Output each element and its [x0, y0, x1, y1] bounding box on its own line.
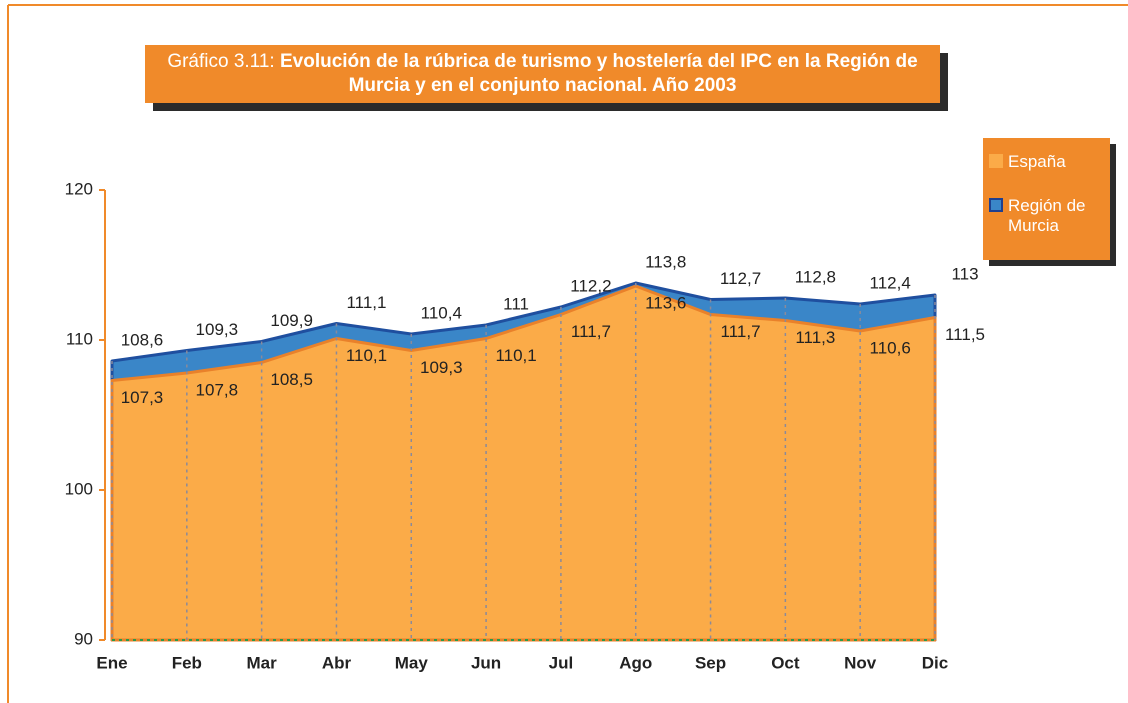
x-tick-label: Ene [96, 653, 127, 672]
data-label: 112,8 [795, 267, 836, 286]
legend-item: Región de Murcia [989, 196, 1104, 236]
data-label: 111,3 [795, 328, 835, 347]
data-label: 111,7 [721, 322, 761, 341]
legend: España Región de Murcia [983, 138, 1110, 260]
data-label: 108,5 [270, 370, 313, 389]
data-label: 112,4 [870, 273, 911, 292]
x-tick-label: Feb [172, 653, 202, 672]
legend-label: Región de Murcia [1008, 196, 1086, 235]
legend-swatch [989, 198, 1003, 212]
data-label: 109,3 [420, 358, 463, 377]
chart-title: Gráfico 3.11: Evolución de la rúbrica de… [145, 45, 940, 103]
data-label: 111 [503, 294, 529, 313]
data-label: 111,5 [945, 325, 985, 344]
legend-label: España [1008, 152, 1066, 171]
y-tick-label: 110 [66, 329, 93, 348]
data-label: 113,6 [645, 293, 686, 312]
x-tick-label: Sep [695, 653, 726, 672]
x-tick-label: Abr [322, 653, 352, 672]
x-tick-label: Jul [549, 653, 574, 672]
data-label: 109,9 [270, 311, 313, 330]
x-tick-label: Mar [247, 653, 278, 672]
data-label: 110,1 [495, 346, 536, 365]
data-label: 110,1 [346, 346, 387, 365]
data-label: 113 [951, 264, 978, 283]
x-tick-label: Oct [771, 653, 800, 672]
data-label: 112,7 [720, 269, 761, 288]
y-tick-label: 90 [74, 629, 93, 648]
y-tick-label: 120 [65, 179, 93, 198]
title-prefix: Gráfico 3.11: [167, 51, 275, 72]
data-label: 109,3 [196, 320, 239, 339]
data-label: 108,6 [121, 330, 164, 349]
title-text: Evolución de la rúbrica de turismo y hos… [279, 51, 918, 96]
x-tick-label: May [395, 653, 429, 672]
x-tick-label: Jun [471, 653, 501, 672]
data-label: 110,6 [870, 338, 911, 357]
x-tick-label: Nov [844, 653, 877, 672]
y-tick-label: 100 [65, 479, 93, 498]
x-tick-label: Dic [922, 653, 948, 672]
data-label: 111,1 [346, 293, 386, 312]
data-label: 113,8 [645, 252, 686, 271]
data-label: 110,4 [421, 303, 462, 322]
legend-item: España [989, 152, 1104, 172]
legend-swatch [989, 154, 1003, 168]
data-label: 111,7 [571, 322, 611, 341]
data-label: 107,8 [196, 380, 239, 399]
data-label: 112,2 [570, 276, 611, 295]
data-label: 107,3 [121, 388, 164, 407]
x-tick-label: Ago [619, 653, 652, 672]
